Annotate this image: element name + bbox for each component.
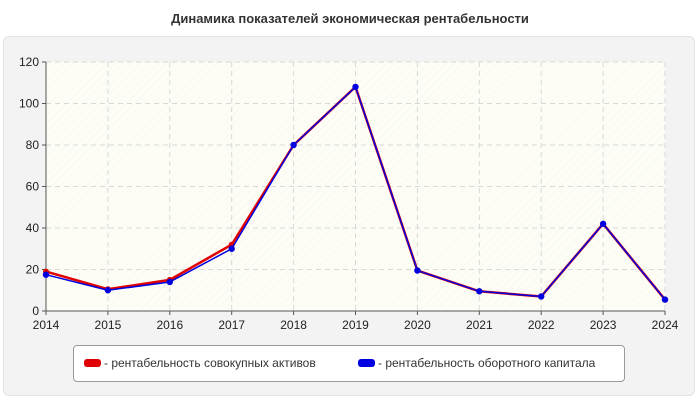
x-tick-label: 2016 xyxy=(156,318,183,332)
x-tick-label: 2015 xyxy=(95,318,122,332)
series-point-1 xyxy=(290,141,297,149)
y-tick-label: 20 xyxy=(26,263,40,277)
series-point-1 xyxy=(414,267,421,274)
x-tick-label: 2024 xyxy=(652,318,679,332)
y-tick-label: 40 xyxy=(26,221,40,235)
chart-title: Динамика показателей экономическая рента… xyxy=(171,11,529,26)
legend-item-assets[interactable]: - рентабельность совокупных активов xyxy=(84,356,316,370)
chart-legend: - рентабельность совокупных активов - ре… xyxy=(73,345,625,382)
y-tick-label: 0 xyxy=(32,304,39,318)
x-tick-label: 2018 xyxy=(280,318,307,332)
x-tick-label: 2023 xyxy=(590,318,617,332)
legend-label-assets: - рентабельность совокупных активов xyxy=(104,356,316,370)
y-tick-label: 120 xyxy=(19,55,39,69)
legend-swatch-red xyxy=(84,359,101,367)
series-point-1 xyxy=(104,287,112,294)
x-tick-label: 2017 xyxy=(218,318,245,332)
y-tick-label: 100 xyxy=(19,97,39,111)
series-point-1 xyxy=(599,220,607,228)
x-tick-label: 2021 xyxy=(466,318,493,332)
y-tick-label: 60 xyxy=(26,180,40,194)
series-point-1 xyxy=(661,296,669,303)
x-tick-label: 2014 xyxy=(33,318,60,332)
legend-swatch-blue xyxy=(358,359,375,367)
x-tick-label: 2022 xyxy=(528,318,555,332)
series-point-1 xyxy=(538,293,545,300)
series-point-1 xyxy=(476,288,483,295)
series-point-1 xyxy=(228,245,235,252)
legend-label-working-capital: - рентабельность оборотного капитала xyxy=(378,356,596,370)
series-point-1 xyxy=(352,83,359,91)
x-tick-label: 2019 xyxy=(342,318,369,332)
x-tick-label: 2020 xyxy=(404,318,431,332)
series-point-1 xyxy=(42,271,50,278)
legend-item-working-capital[interactable]: - рентабельность оборотного капитала xyxy=(358,356,595,370)
y-tick-label: 80 xyxy=(26,138,40,152)
series-point-1 xyxy=(166,278,173,286)
